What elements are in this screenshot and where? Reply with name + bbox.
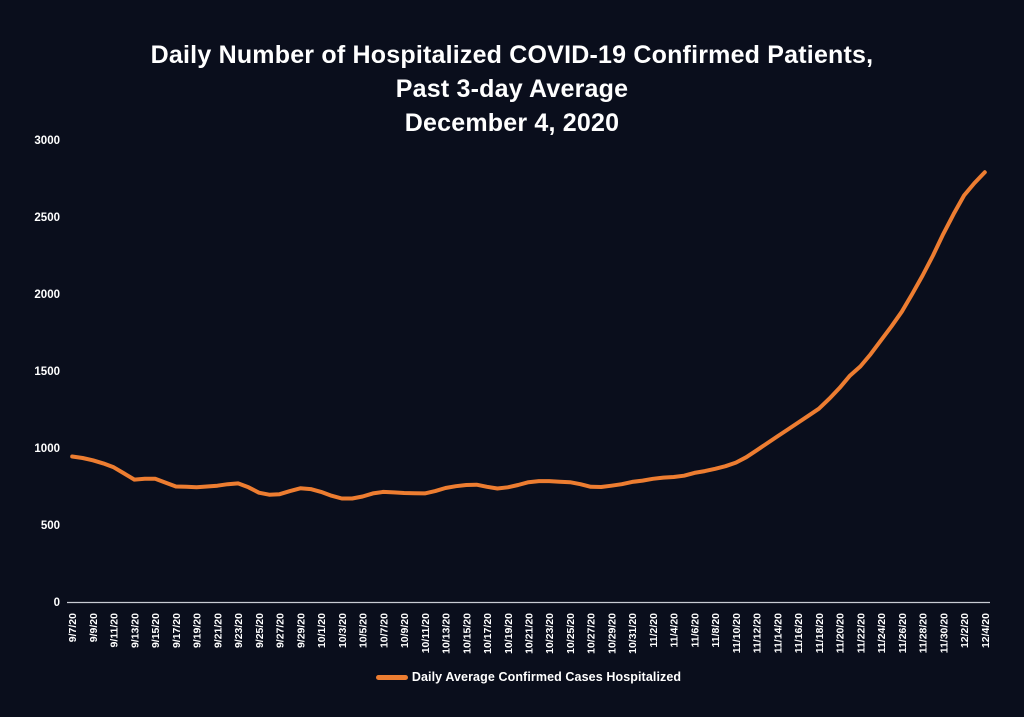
chart-title-line-1: Daily Number of Hospitalized COVID-19 Co… bbox=[150, 41, 874, 69]
x-tick-label: 9/25/20 bbox=[254, 613, 266, 648]
x-tick-label: 9/13/20 bbox=[129, 613, 141, 648]
x-tick-label: 10/7/20 bbox=[378, 613, 390, 648]
x-tick-label: 10/11/20 bbox=[420, 613, 432, 653]
y-tick-label: 1000 bbox=[34, 443, 60, 455]
legend-line-swatch bbox=[375, 674, 408, 680]
x-tick-label: 10/21/20 bbox=[524, 613, 536, 654]
x-tick-label: 9/19/20 bbox=[192, 613, 204, 648]
x-tick-label: 11/10/20 bbox=[731, 613, 743, 653]
x-tick-label: 9/7/20 bbox=[67, 613, 79, 642]
x-tick-label: 9/29/20 bbox=[295, 613, 307, 648]
x-tick-label: 11/30/20 bbox=[938, 613, 950, 653]
y-tick-label: 1500 bbox=[34, 366, 60, 378]
y-tick-label: 3000 bbox=[34, 135, 60, 147]
x-tick-label: 10/13/20 bbox=[441, 613, 453, 654]
x-tick-label: 9/23/20 bbox=[233, 613, 245, 648]
x-tick-label: 10/1/20 bbox=[316, 613, 328, 648]
x-tick-label: 9/11/20 bbox=[109, 613, 121, 648]
x-tick-label: 9/27/20 bbox=[275, 613, 287, 648]
y-tick-label: 500 bbox=[41, 520, 60, 532]
x-tick-label: 11/24/20 bbox=[876, 613, 888, 653]
chart-title-line-3: December 4, 2020 bbox=[404, 109, 620, 137]
x-tick-label: 10/17/20 bbox=[482, 613, 494, 654]
y-tick-label: 2500 bbox=[34, 212, 60, 224]
x-tick-label: 11/26/20 bbox=[897, 613, 909, 653]
x-tick-label: 10/15/20 bbox=[461, 613, 473, 654]
x-tick-label: 10/23/20 bbox=[544, 613, 556, 654]
x-tick-label: 10/31/20 bbox=[627, 613, 639, 654]
x-tick-label: 9/9/20 bbox=[88, 613, 100, 642]
series-line bbox=[70, 170, 987, 501]
x-tick-label: 11/22/20 bbox=[855, 613, 867, 653]
x-tick-label: 11/28/20 bbox=[918, 613, 930, 653]
x-tick-label: 10/25/20 bbox=[565, 613, 577, 654]
legend: Daily Average Confirmed Cases Hospitaliz… bbox=[67, 670, 990, 684]
x-tick-label: 10/27/20 bbox=[586, 613, 598, 654]
x-tick-label: 9/17/20 bbox=[171, 613, 183, 648]
chart-title: Daily Number of Hospitalized COVID-19 Co… bbox=[0, 38, 1024, 140]
x-tick-label: 10/19/20 bbox=[503, 613, 515, 654]
x-tick-label: 11/2/20 bbox=[648, 613, 660, 648]
legend-label: Daily Average Confirmed Cases Hospitaliz… bbox=[411, 670, 682, 684]
y-tick-label: 0 bbox=[54, 597, 60, 609]
x-tick-label: 11/20/20 bbox=[835, 613, 847, 653]
line-chart: 0 500 1000 1500 2000 2500 3000 9/7/20 9/9/20 9/11… bbox=[34, 135, 992, 654]
x-tick-label: 11/14/20 bbox=[772, 613, 784, 653]
x-tick-label: 11/12/20 bbox=[752, 613, 764, 653]
x-tick-label: 10/29/20 bbox=[606, 613, 618, 654]
x-tick-label: 11/4/20 bbox=[669, 613, 681, 648]
x-tick-label: 10/3/20 bbox=[337, 613, 349, 648]
x-tick-label: 11/16/20 bbox=[793, 613, 805, 653]
x-tick-label: 11/6/20 bbox=[689, 613, 701, 648]
x-tick-label: 11/18/20 bbox=[814, 613, 826, 653]
y-tick-label: 2000 bbox=[34, 289, 60, 301]
x-tick-label: 11/8/20 bbox=[710, 613, 722, 648]
x-tick-label: 9/15/20 bbox=[150, 613, 162, 648]
x-tick-label: 10/5/20 bbox=[358, 613, 370, 648]
chart-title-line-2: Past 3-day Average bbox=[395, 75, 629, 103]
x-tick-label: 10/9/20 bbox=[399, 613, 411, 648]
x-tick-label: 9/21/20 bbox=[212, 613, 224, 648]
x-tick-label: 12/4/20 bbox=[980, 613, 992, 648]
x-tick-label: 12/2/20 bbox=[959, 613, 971, 648]
